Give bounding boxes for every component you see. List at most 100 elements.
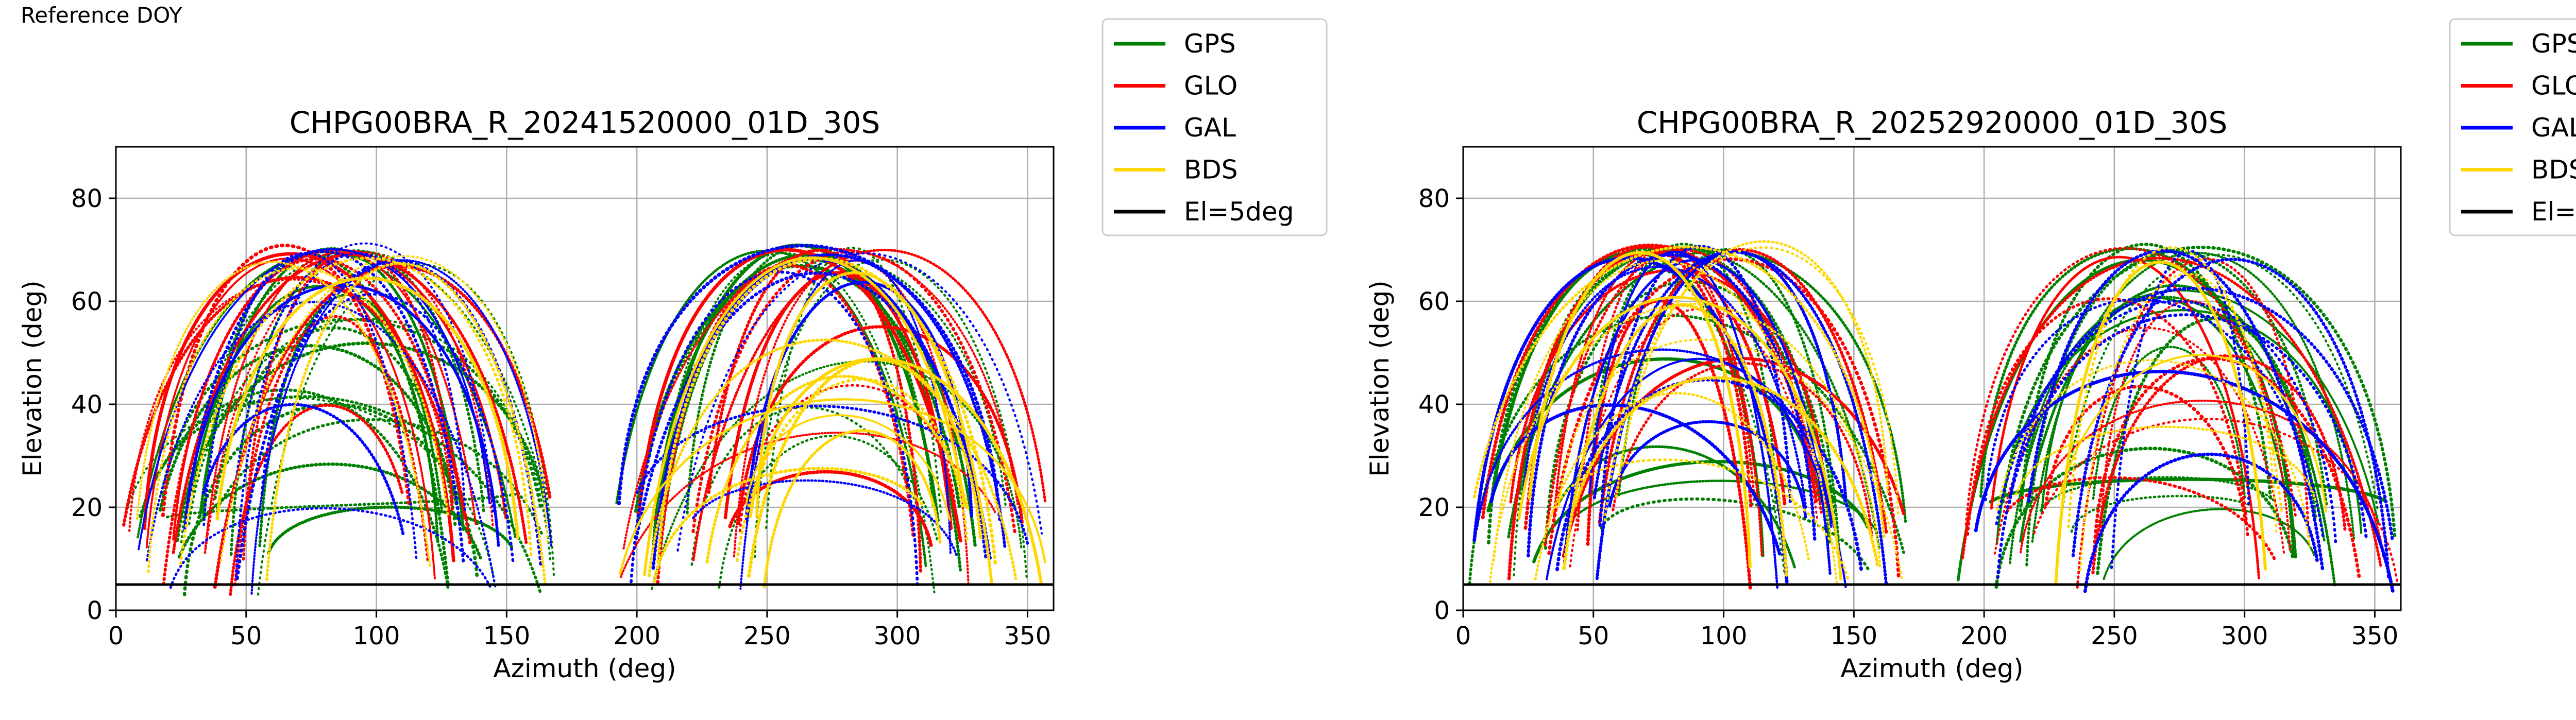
track-glo [2091, 354, 2347, 575]
track-gal [233, 242, 494, 514]
track-gal [168, 507, 492, 592]
track-gal [692, 479, 958, 556]
track-glo [205, 251, 494, 549]
track-gal [188, 250, 465, 565]
track-gal [1592, 250, 1888, 585]
series-bds [1472, 240, 2327, 586]
x-tick-label: 0 [108, 622, 124, 650]
track-bds [762, 429, 942, 589]
track-gps [2061, 253, 2379, 512]
track-gal [676, 252, 1043, 552]
x-axis-label: Azimuth (deg) [493, 654, 676, 683]
y-tick-label: 60 [71, 287, 103, 316]
track-bds [1573, 376, 1879, 567]
track-gal [183, 283, 500, 547]
series-bds [135, 255, 1046, 589]
track-gps [2103, 508, 2315, 580]
y-tick-label: 60 [1418, 287, 1450, 316]
track-gps [126, 397, 497, 589]
track-gps [658, 252, 936, 594]
track-gal [2071, 258, 2391, 579]
track-bds [1534, 392, 1810, 580]
track-gal [2083, 452, 2319, 593]
track-bds [265, 262, 547, 587]
track-bds [1996, 359, 2311, 548]
x-tick-label: 200 [1960, 622, 2008, 650]
x-tick-label: 100 [353, 622, 400, 650]
track-bds [1555, 458, 1850, 582]
y-tick-label: 40 [1418, 390, 1450, 419]
track-glo [1961, 256, 2382, 567]
track-bds [1528, 251, 1752, 570]
track-bds [1493, 260, 1838, 586]
plot-frame [115, 146, 1055, 611]
track-bds [749, 357, 1043, 586]
series-gal [138, 242, 1043, 595]
track-bds [618, 398, 1046, 576]
track-bds [215, 276, 520, 542]
track-gal [1996, 313, 2368, 579]
x-tick-label: 50 [1578, 622, 1609, 650]
track-gal [1974, 370, 2395, 594]
x-tick-label: 50 [230, 622, 262, 650]
track-glo [1586, 299, 1752, 593]
track-glo [2076, 258, 2310, 591]
x-tick-label: 300 [2221, 622, 2268, 650]
track-gal [202, 252, 418, 560]
track-bds [2054, 260, 2267, 585]
x-tick-label: 0 [1455, 622, 1471, 650]
y-tick-label: 80 [1418, 184, 1450, 213]
track-glo [1576, 245, 1756, 532]
track-gal [202, 403, 405, 537]
track-glo [1547, 257, 1901, 579]
track-gps [175, 341, 547, 542]
track-glo [637, 248, 963, 544]
x-tick-label: 200 [613, 622, 660, 650]
track-gps [2019, 243, 2273, 513]
legend-label: BDS [1184, 155, 1238, 185]
track-bds [1472, 245, 1886, 540]
track-bds [2057, 354, 2327, 513]
track-gal [653, 253, 1007, 551]
chart-title: CHPG00BRA_R_20252920000_01D_30S [1637, 105, 2228, 140]
legend-label: GPS [2531, 29, 2576, 59]
satellite-tracks [1468, 240, 2398, 594]
x-tick-label: 100 [1700, 622, 1748, 650]
track-bds [179, 256, 533, 565]
x-tick-label: 250 [743, 622, 791, 650]
track-glo [737, 325, 1024, 525]
track-bds [1615, 240, 1889, 498]
y-tick-label: 20 [71, 493, 103, 522]
satellite-tracks [122, 242, 1047, 596]
track-bds [1562, 303, 1789, 578]
chart-title: CHPG00BRA_R_20241520000_01D_30S [290, 105, 880, 140]
track-gal [1489, 403, 1782, 556]
track-gal [2008, 286, 2394, 540]
track-gps [1532, 460, 1870, 563]
plot-frame [1462, 146, 2402, 611]
track-glo [692, 249, 1047, 561]
track-gal [630, 270, 919, 589]
track-bds [755, 271, 993, 586]
track-glo [622, 248, 1019, 550]
y-tick-label: 0 [87, 596, 103, 625]
x-tick-label: 150 [483, 622, 531, 650]
y-tick-label: 80 [71, 184, 103, 213]
legend-label: GAL [2531, 113, 2576, 143]
track-gal [260, 293, 515, 563]
legend: GPS GLO GAL BDS El=5deg [2449, 18, 2576, 236]
track-glo [1612, 362, 1874, 538]
track-gal [634, 271, 988, 559]
track-gal [138, 248, 491, 551]
track-gps [1995, 309, 2363, 545]
legend-label: GPS [1184, 29, 1236, 59]
track-gal [1521, 265, 1807, 508]
track-gps [2070, 494, 2251, 533]
track-gal [1475, 348, 1833, 530]
track-gps [2020, 289, 2380, 525]
track-glo [1964, 247, 2297, 526]
x-tick-label: 150 [1831, 622, 1878, 650]
track-bds [643, 256, 967, 576]
legend: GPS GLO GAL BDS El=5deg [1101, 18, 1328, 236]
